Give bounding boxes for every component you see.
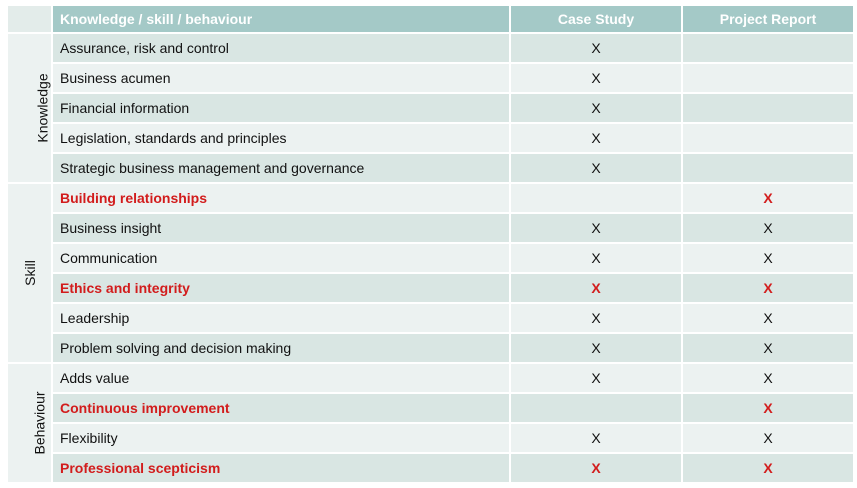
competency-label: Problem solving and decision making	[51, 332, 511, 364]
case-study-mark: X	[509, 122, 683, 154]
group-label-skill: Skill	[6, 182, 53, 364]
group-label-knowledge: Knowledge	[6, 32, 53, 184]
table-row: Professional scepticism X X	[7, 452, 855, 484]
project-report-mark	[681, 92, 855, 124]
project-report-mark: X	[681, 212, 855, 244]
table-body: Knowledge Assurance, risk and control X Bus…	[6, 32, 855, 484]
case-study-mark	[509, 182, 683, 214]
table-row: Financial information X	[7, 92, 855, 124]
header-knowledge-skill-behaviour: Knowledge / skill / behaviour	[51, 4, 511, 34]
case-study-mark: X	[509, 152, 683, 184]
competency-label: Flexibility	[51, 422, 511, 454]
competency-label: Communication	[51, 242, 511, 274]
table-row: Continuous improvement X	[7, 392, 855, 424]
competency-table-container: Knowledge / skill / behaviour Case Study…	[6, 4, 855, 484]
project-report-mark	[681, 152, 855, 184]
table-row: Knowledge Assurance, risk and control X	[6, 32, 855, 184]
case-study-mark: X	[509, 62, 683, 94]
table-row: Business insight X X	[7, 212, 855, 244]
project-report-mark: X	[681, 182, 855, 214]
group-label-text: Behaviour	[31, 391, 48, 455]
competency-label: Business acumen	[51, 62, 511, 94]
project-report-mark	[681, 122, 855, 154]
project-report-mark: X	[681, 302, 855, 334]
table-row: Flexibility X X	[7, 422, 855, 454]
header-case-study: Case Study	[509, 4, 683, 34]
project-report-mark: X	[681, 332, 855, 364]
table-row: Leadership X X	[7, 302, 855, 334]
table-row: Communication X X	[7, 242, 855, 274]
project-report-mark: X	[681, 242, 855, 274]
project-report-mark: X	[681, 392, 855, 424]
competency-label: Legislation, standards and principles	[51, 122, 511, 154]
case-study-mark: X	[509, 332, 683, 364]
case-study-mark: X	[509, 242, 683, 274]
group-label-text: Knowledge	[34, 73, 51, 143]
project-report-mark: X	[681, 452, 855, 484]
table-header-row: Knowledge / skill / behaviour Case Study…	[6, 4, 855, 34]
case-study-mark: X	[509, 212, 683, 244]
header-blank-cell	[6, 4, 53, 34]
table-row: Behaviour Adds value X X	[6, 362, 855, 484]
project-report-mark: X	[681, 422, 855, 454]
table-row: Problem solving and decision making X X	[7, 332, 855, 364]
case-study-mark: X	[509, 92, 683, 124]
competency-label: Continuous improvement	[51, 392, 511, 424]
project-report-mark: X	[681, 362, 855, 394]
table-row: Skill Building relationships X	[6, 182, 855, 364]
competency-label: Financial information	[51, 92, 511, 124]
case-study-mark: X	[509, 362, 683, 394]
case-study-mark: X	[509, 422, 683, 454]
competency-label: Strategic business management and govern…	[51, 152, 511, 184]
competency-label: Professional scepticism	[51, 452, 511, 484]
case-study-mark: X	[509, 32, 683, 64]
competency-label: Leadership	[51, 302, 511, 334]
project-report-mark: X	[681, 272, 855, 304]
case-study-mark: X	[509, 452, 683, 484]
table-row: Legislation, standards and principles X	[7, 122, 855, 154]
competency-label: Adds value	[51, 362, 511, 394]
header-project-report: Project Report	[681, 4, 855, 34]
competency-label: Ethics and integrity	[51, 272, 511, 304]
table-row: Strategic business management and govern…	[7, 152, 855, 184]
group-label-text: Skill	[21, 260, 38, 286]
group-label-behaviour: Behaviour	[6, 362, 53, 484]
table-row: Business acumen X	[7, 62, 855, 94]
case-study-mark: X	[509, 272, 683, 304]
case-study-mark: X	[509, 302, 683, 334]
project-report-mark	[681, 32, 855, 64]
competency-table: Knowledge / skill / behaviour Case Study…	[6, 4, 855, 484]
competency-label: Business insight	[51, 212, 511, 244]
competency-label: Assurance, risk and control	[51, 32, 511, 64]
project-report-mark	[681, 62, 855, 94]
case-study-mark	[509, 392, 683, 424]
table-row: Ethics and integrity X X	[7, 272, 855, 304]
competency-label: Building relationships	[51, 182, 511, 214]
